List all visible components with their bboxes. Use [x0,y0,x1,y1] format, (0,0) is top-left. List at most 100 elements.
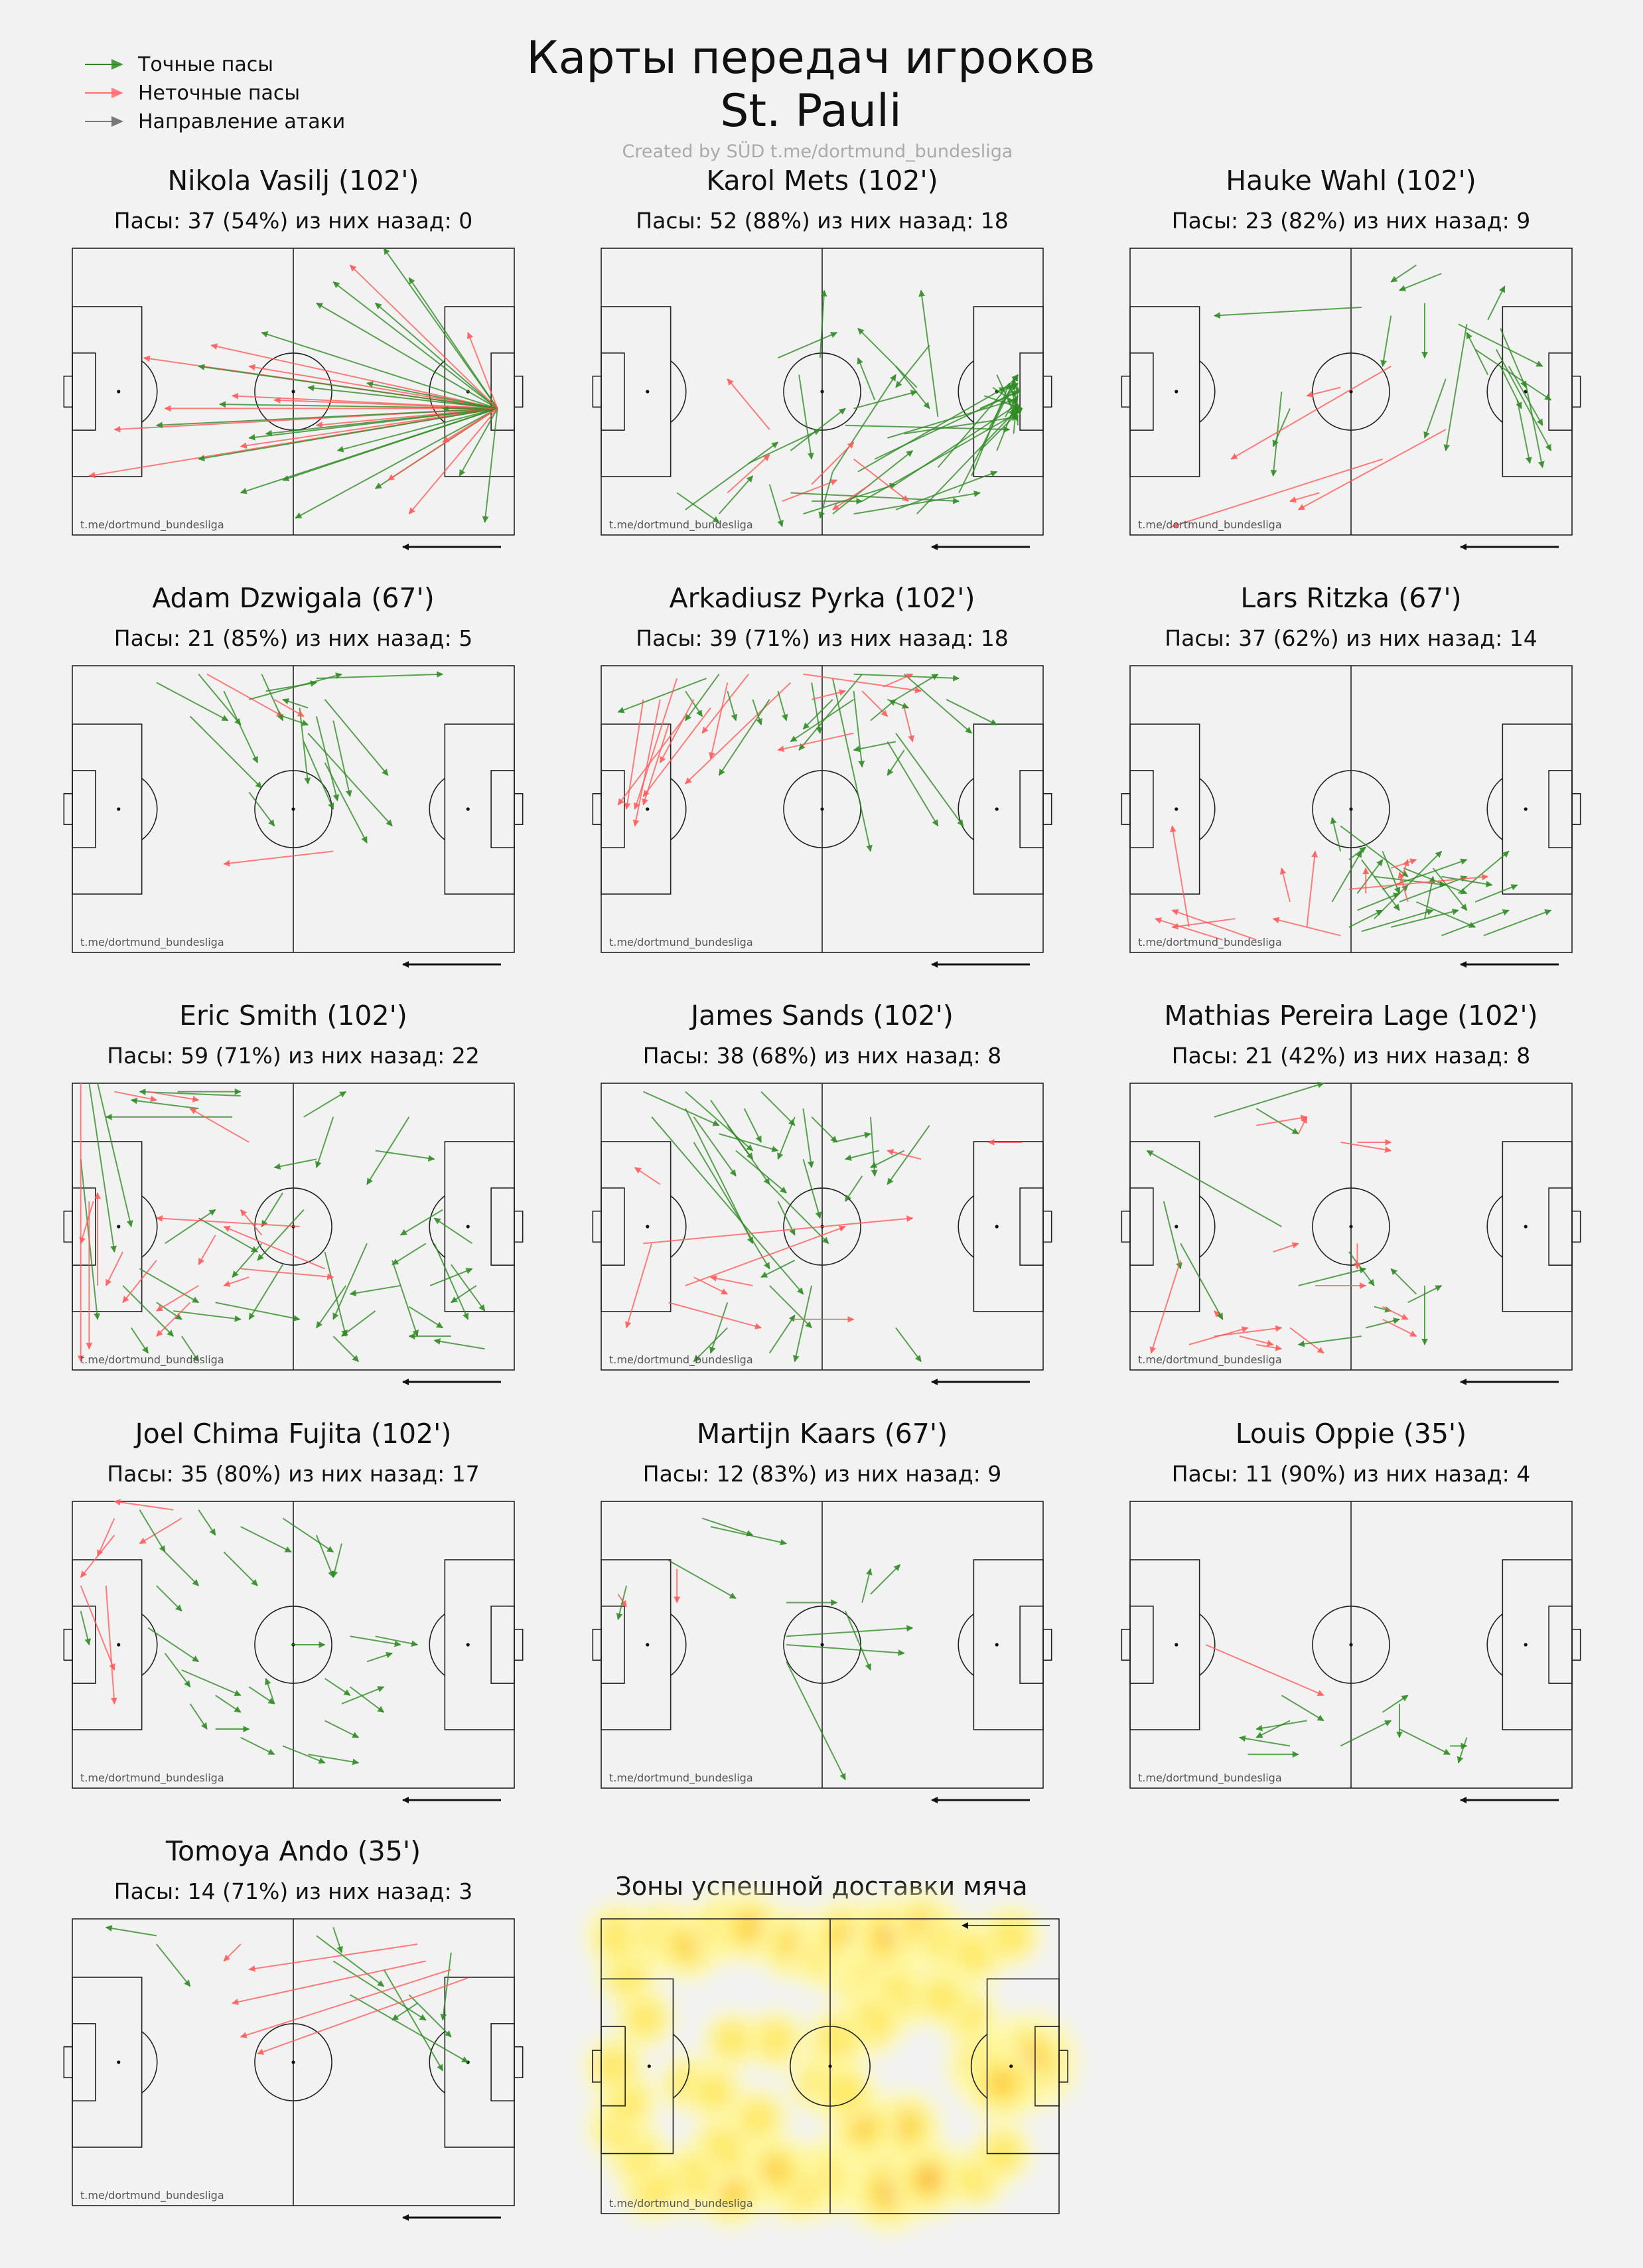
pass-arrow-accurate [282,698,309,709]
pass-arrow-accurate [1458,323,1543,367]
goal-area-right [1548,1187,1573,1266]
penalty-arc-left [141,1195,158,1258]
pass-arrow-inaccurate [727,454,770,494]
goal-area-right [490,770,515,848]
pass-arrow-inaccurate [1171,918,1236,930]
player-name: Nikola Vasilj (102') [167,165,419,196]
legend-label-accurate: Точные пасы [137,53,273,76]
pass-arrow-accurate [139,1509,166,1553]
penalty-spot-left [117,1643,121,1647]
penalty-spot-left [1175,1643,1179,1647]
pass-arrow-accurate [1238,1735,1291,1747]
pass-arrow-accurate [1382,851,1401,894]
pass-arrow-accurate [332,1243,368,1320]
pass-arrow-inaccurate [624,1243,653,1329]
heat-blob [922,1977,961,2016]
pass-arrow-accurate [451,1264,486,1312]
player-panel: Karol Mets (102') Пасы: 52 (88%) из них н… [592,165,1052,550]
pass-arrow-inaccurate [240,1969,452,2038]
pass-arrow-inaccurate [240,1268,334,1280]
pass-arrow-accurate [735,1150,787,1193]
pass-arrow-accurate [324,762,368,844]
pass-arrow-accurate [181,1335,200,1363]
pass-arrow-accurate [433,1217,473,1245]
pass-arrow-accurate [811,1116,837,1143]
pass-arrow-accurate [1330,816,1342,852]
pass-arrow-inaccurate [466,332,498,409]
pass-arrow-accurate [261,331,498,410]
pass-arrow-accurate [215,1302,301,1322]
pitch [63,665,524,953]
pass-arrow-accurate [693,1327,728,1363]
pass-arrow-inaccurate [232,1960,427,2006]
pass-arrow-accurate [459,408,498,477]
pass-arrow-accurate [332,1927,343,1953]
pass-arrow-accurate [240,408,498,494]
pass-arrows [1205,1644,1468,1764]
pass-arrow-accurate [979,391,1019,410]
pass-arrow-accurate [676,492,720,523]
pass-arrow-accurate [904,414,1019,435]
pass-arrow-accurate [857,357,876,401]
pass-arrow-inaccurate [1239,1335,1274,1347]
pass-arrow-accurate [709,1302,729,1354]
player-panel: Mathias Pereira Lage (102') Пасы: 21 (42%… [1121,1000,1581,1385]
watermark: t.me/dortmund_bundesliga [80,1353,224,1367]
goal-area-left [1129,352,1154,431]
pass-arrow-accurate [248,1686,275,1704]
pass-arrow-inaccurate [1289,1327,1324,1354]
pass-arrow-inaccurate [727,378,770,430]
penalty-area-left [72,306,143,477]
watermark: t.me/dortmund_bundesliga [609,1772,753,1785]
pass-arrow-accurate [198,674,242,725]
pass-arrow-accurate [331,1543,342,1578]
pass-arrow-inaccurate [643,1215,914,1245]
penalty-area-left [1129,1141,1200,1312]
pass-arrows [88,248,498,523]
player-name: James Sands (102') [689,1000,954,1031]
pass-arrow-accurate [139,1268,200,1304]
heat-blob [920,2171,936,2187]
penalty-area-left [1129,1559,1200,1730]
pass-arrow-accurate [156,1943,191,1987]
pass-arrow-accurate [778,332,838,359]
goal-area-left [1129,770,1154,848]
pass-arrow-inaccurate [105,1251,124,1286]
legend-item-accurate: Точные пасы [85,53,273,76]
pass-arrow-accurate [1331,850,1362,903]
penalty-arc-right [958,1613,974,1677]
goal-area-left [72,2023,96,2101]
pass-arrow-accurate [1487,285,1506,321]
pass-arrow-inaccurate [257,1977,468,2055]
pass-arrow-inaccurate [832,483,871,510]
pass-arrow-inaccurate [79,1201,94,1245]
pass-arrow-accurate [992,386,1019,405]
pitch [63,248,524,536]
pitch [592,1083,1052,1371]
goal-area-right [1548,770,1573,848]
pass-arrow-accurate [392,1243,427,1266]
pass-arrow-accurate [844,1610,871,1671]
pass-arrow-accurate [232,1243,263,1278]
pass-arrow-inaccurate [80,1535,115,1578]
pass-arrow-accurate [303,1091,347,1118]
pass-arrow-accurate [831,678,873,852]
pass-arrow-inaccurate [105,1585,117,1704]
penalty-arc-left [670,1613,687,1677]
heat-blob [713,2022,750,2059]
pass-arrow-accurate [845,424,1011,433]
pass-arrow-accurate [366,381,498,410]
pass-arrow-accurate [198,1509,216,1536]
pass-arrow-accurate [307,384,498,410]
pass-arrow-accurate [819,289,827,358]
penalty-spot-left [117,390,121,394]
pass-arrow-accurate [802,1108,814,1169]
penalty-spot-left [117,1225,121,1229]
goal-area-left [601,352,625,431]
goal-left [592,793,602,826]
heat-blob [597,1915,640,1957]
player-pass-stats: Пасы: 11 (90%) из них назад: 4 [1172,1461,1530,1487]
pass-arrow-inaccurate [248,1943,418,1972]
pass-arrow-accurate [265,680,317,692]
pass-arrow-accurate [760,1259,796,1278]
